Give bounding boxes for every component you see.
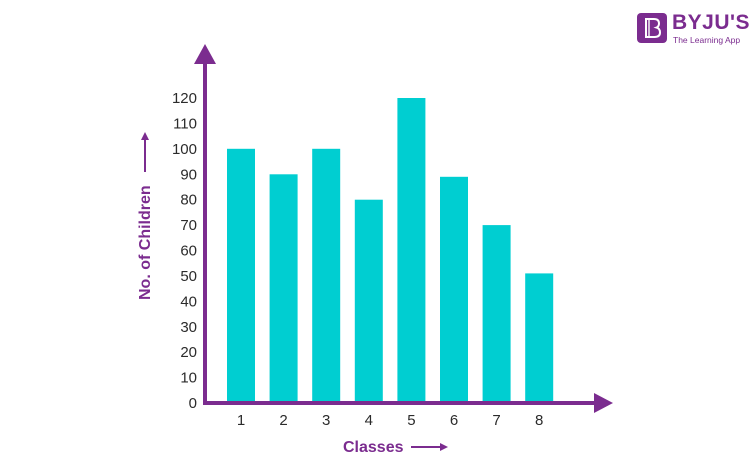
axes-layer <box>194 44 613 413</box>
y-tick-label: 30 <box>180 319 197 336</box>
y-tick-label: 20 <box>180 344 197 361</box>
x-tick-label: 3 <box>322 412 330 429</box>
x-tick-label: 5 <box>407 412 415 429</box>
byjus-logo: BYJU'S The Learning App <box>637 11 750 47</box>
y-tick-label: 10 <box>180 370 197 387</box>
byjus-logo-badge-icon <box>637 13 667 43</box>
y-tick-label: 60 <box>180 243 197 260</box>
bars-layer <box>227 98 554 404</box>
x-tick-labels: 1 2 3 4 5 6 7 8 <box>237 412 544 429</box>
bar-class-7 <box>482 225 511 403</box>
x-tick-label: 8 <box>535 412 543 429</box>
y-tick-label: 80 <box>180 192 197 209</box>
y-tick-label: 50 <box>180 268 197 285</box>
bar-class-5 <box>397 98 426 403</box>
bar-class-1 <box>227 148 255 403</box>
y-axis-arrow <box>194 44 216 64</box>
brand-tagline: The Learning App <box>673 35 741 45</box>
y-axis-title: No. of Children <box>137 185 154 300</box>
y-tick-label: 40 <box>180 293 197 310</box>
y-tick-label: 120 <box>172 90 197 107</box>
x-tick-label: 7 <box>492 412 500 429</box>
y-tick-label: 100 <box>172 141 197 158</box>
x-tick-label: 4 <box>365 412 373 429</box>
bar-class-6 <box>440 176 468 403</box>
y-tick-label: 90 <box>180 166 197 183</box>
y-tick-label: 70 <box>180 217 197 234</box>
bar-class-4 <box>354 199 383 403</box>
y-tick-label: 0 <box>189 395 197 412</box>
bar-class-3 <box>312 148 341 403</box>
bar-class-8 <box>525 273 554 403</box>
x-tick-label: 1 <box>237 412 245 429</box>
x-tick-label: 6 <box>450 412 458 429</box>
bar-class-2 <box>269 174 298 404</box>
x-axis-arrow <box>594 393 613 413</box>
x-axis-title: Classes <box>343 439 404 456</box>
y-tick-label: 110 <box>173 115 197 132</box>
x-tick-label: 2 <box>279 412 287 429</box>
y-tick-labels: 0 10 20 30 40 50 60 70 80 90 100 110 120 <box>172 90 197 412</box>
brand-name: BYJU'S <box>672 11 750 34</box>
